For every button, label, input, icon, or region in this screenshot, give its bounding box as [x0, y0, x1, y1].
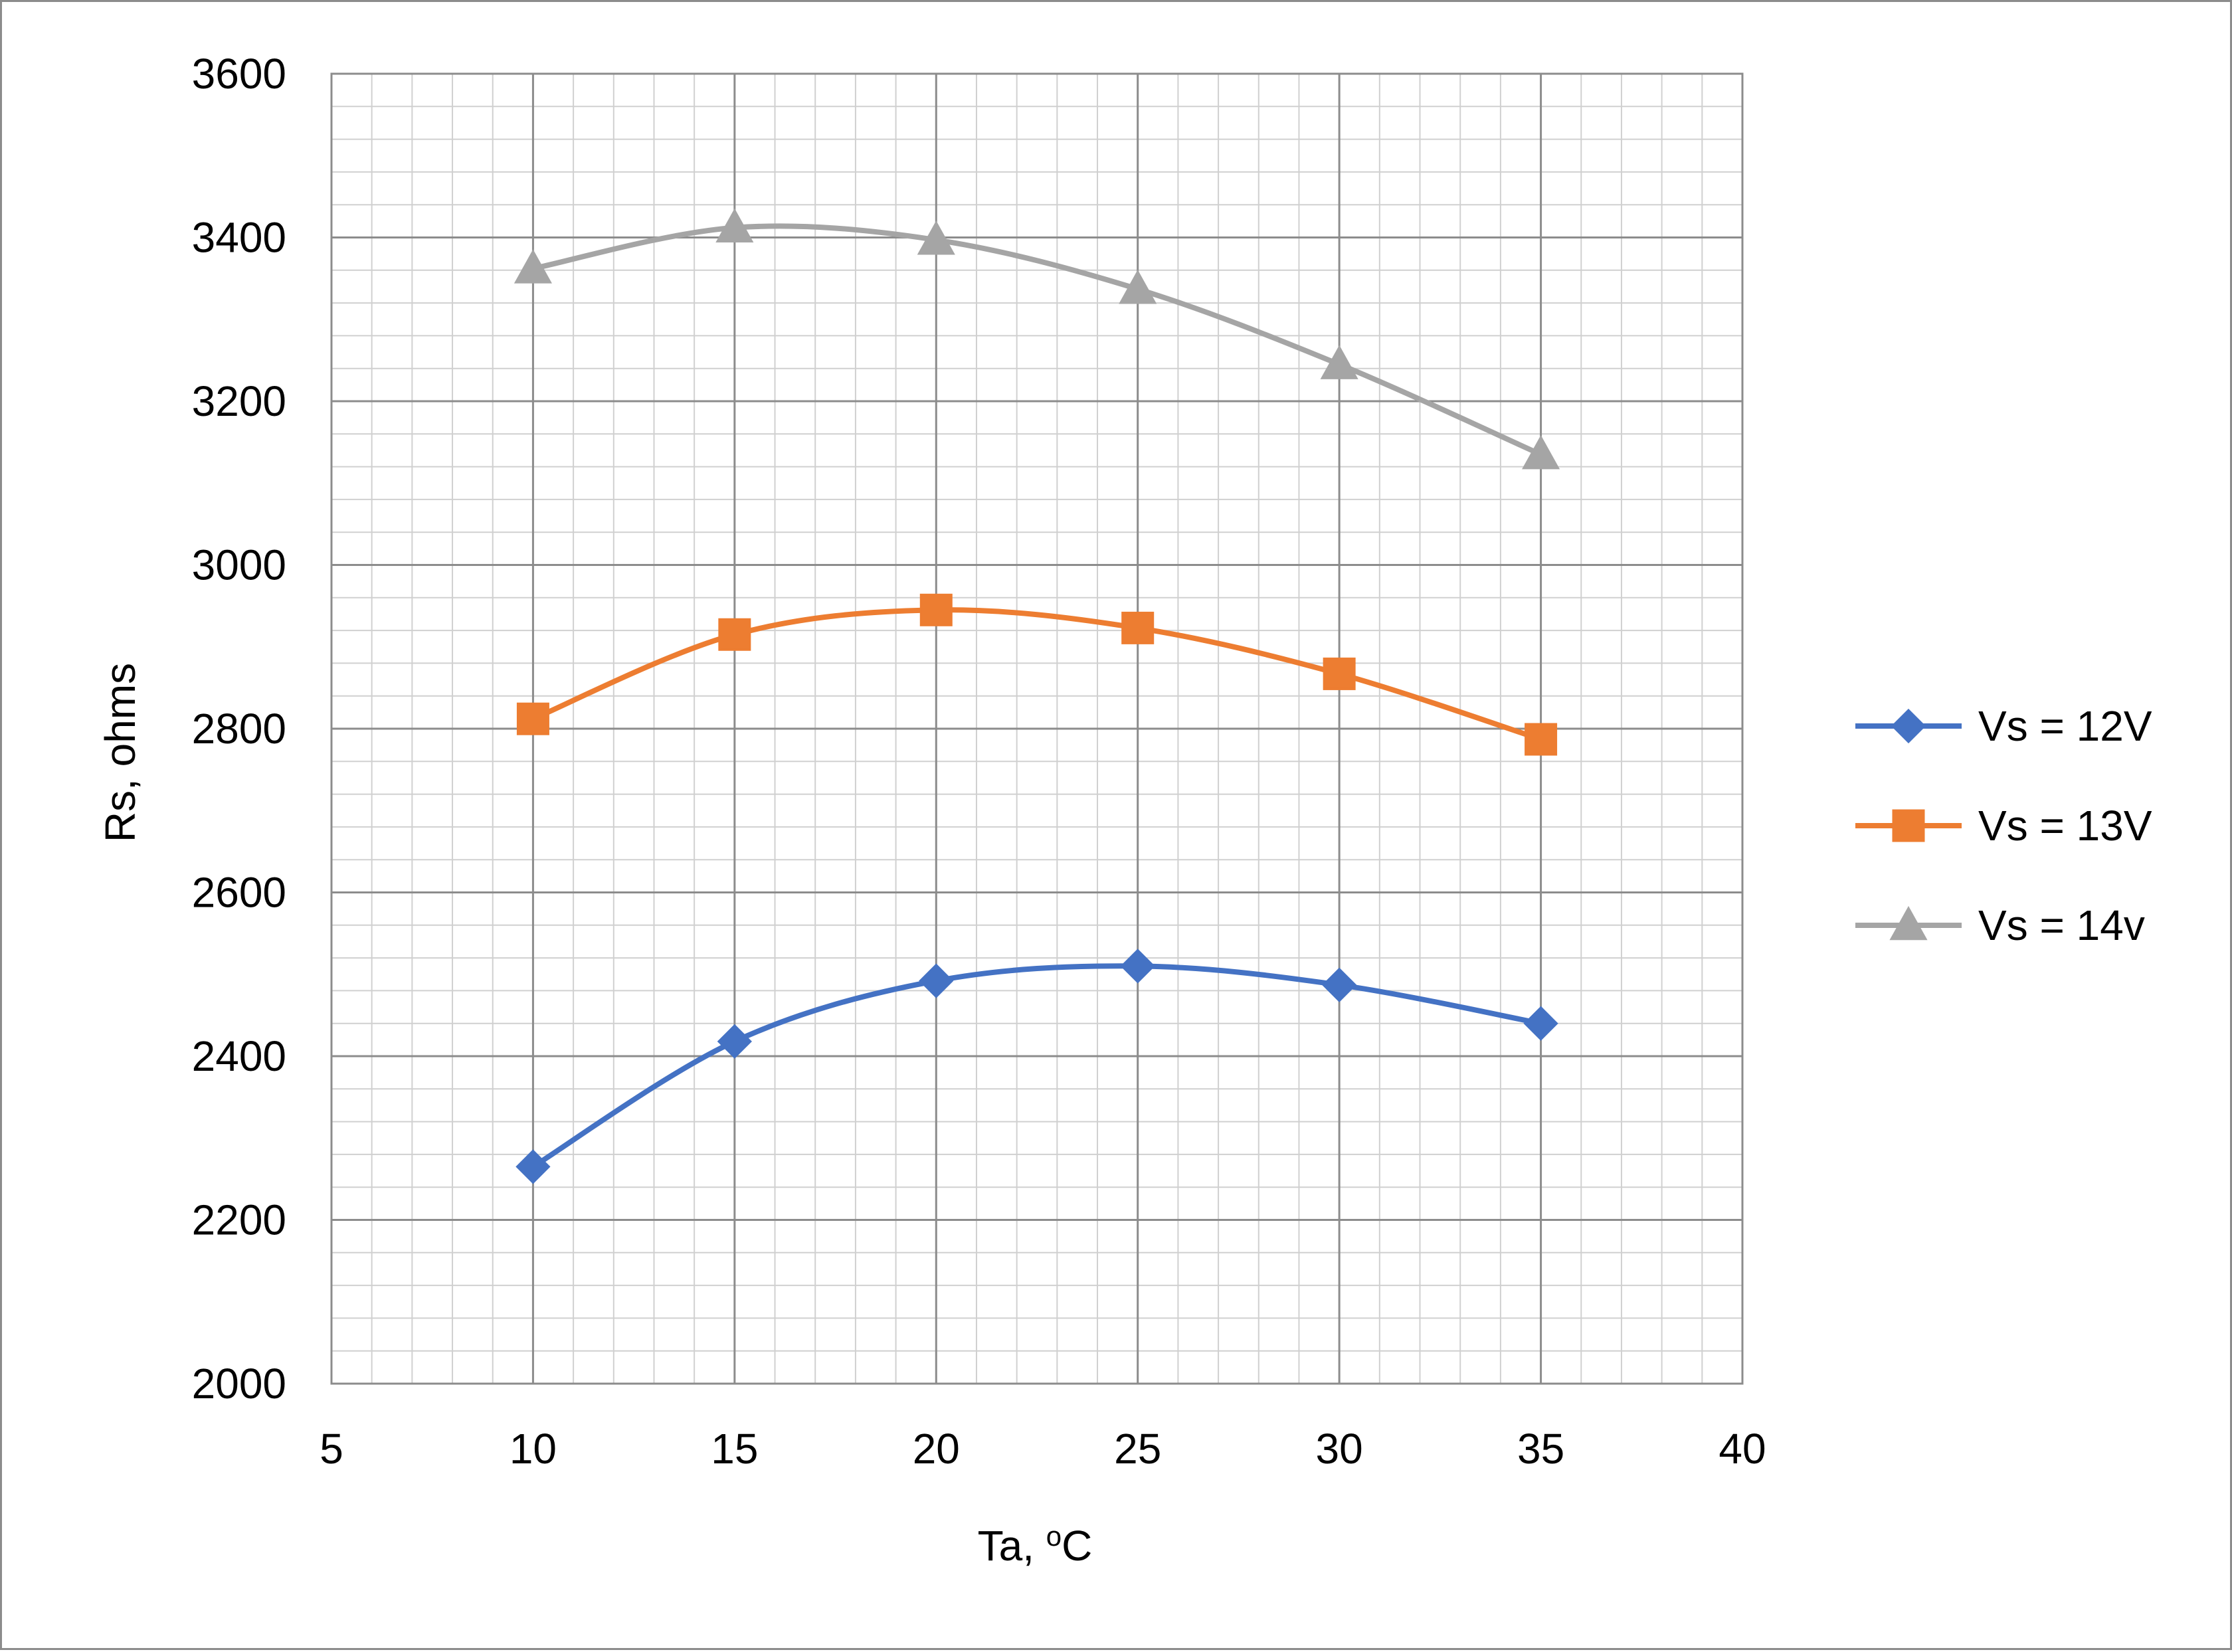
y-tick-label: 2600	[192, 869, 286, 917]
y-tick-label: 2800	[192, 705, 286, 753]
data-point	[1522, 435, 1560, 470]
data-point	[1120, 949, 1155, 984]
x-tick-label: 40	[1719, 1425, 1766, 1473]
y-axis-tick-labels: 2000 2200 2400 2600 2800 3000 3200 3400 3600	[192, 50, 286, 1408]
x-tick-label: 5	[320, 1425, 343, 1473]
x-axis-title-superscript: o	[1046, 1520, 1062, 1552]
y-tick-label: 2000	[192, 1360, 286, 1408]
legend-item: Vs = 12V	[1855, 702, 2152, 750]
series-line	[530, 963, 1544, 1170]
legend-item: Vs = 13V	[1855, 802, 2152, 850]
series-2	[516, 593, 1558, 756]
data-point	[1322, 967, 1357, 1002]
x-tick-label: 35	[1517, 1425, 1564, 1473]
x-tick-label: 30	[1316, 1425, 1363, 1473]
data-point	[718, 618, 751, 651]
x-tick-label: 20	[913, 1425, 960, 1473]
legend-label: Vs = 12V	[1978, 702, 2152, 750]
data-point	[515, 1149, 551, 1184]
series-line	[530, 607, 1544, 743]
x-tick-label: 25	[1114, 1425, 1161, 1473]
plot-area-border	[330, 72, 1744, 1385]
data-point	[1320, 345, 1358, 379]
y-tick-label: 2400	[192, 1032, 286, 1080]
y-tick-label: 2200	[192, 1196, 286, 1244]
legend-item: Vs = 14v	[1855, 901, 2145, 949]
legend-label: Vs = 14v	[1978, 901, 2145, 949]
legend-label: Vs = 13V	[1978, 802, 2152, 850]
data-point	[513, 249, 552, 284]
data-point	[919, 593, 953, 626]
x-axis-title-text: Ta,	[978, 1522, 1046, 1570]
y-tick-label: 3600	[192, 50, 286, 98]
x-axis-title: Ta, oC	[978, 1520, 1093, 1570]
data-point	[919, 963, 954, 998]
x-axis-title-unit: C	[1062, 1522, 1092, 1570]
x-tick-label: 15	[711, 1425, 758, 1473]
y-tick-label: 3200	[192, 377, 286, 425]
series-layer	[513, 208, 1560, 1184]
data-point	[1523, 1006, 1558, 1041]
legend: Vs = 12V Vs = 13V Vs = 14v	[1855, 702, 2152, 949]
legend-marker	[1891, 708, 1926, 744]
data-point	[1119, 270, 1157, 304]
legend-marker	[1889, 905, 1928, 941]
data-point	[1121, 611, 1155, 644]
series-3	[513, 208, 1560, 470]
data-point	[715, 208, 754, 243]
series-1	[515, 949, 1558, 1184]
x-tick-label: 10	[510, 1425, 557, 1473]
x-axis-tick-labels: 5 10 15 20 25 30 35 40	[320, 1425, 1766, 1473]
data-point	[717, 1024, 752, 1059]
y-tick-label: 3400	[192, 214, 286, 262]
legend-marker	[1892, 809, 1925, 842]
series-line	[530, 223, 1544, 458]
data-point	[1525, 723, 1558, 756]
data-point	[1323, 657, 1356, 690]
data-point	[516, 702, 549, 735]
y-tick-label: 3000	[192, 541, 286, 589]
data-point	[917, 221, 955, 255]
y-axis-title: Rs, ohms	[96, 663, 144, 842]
